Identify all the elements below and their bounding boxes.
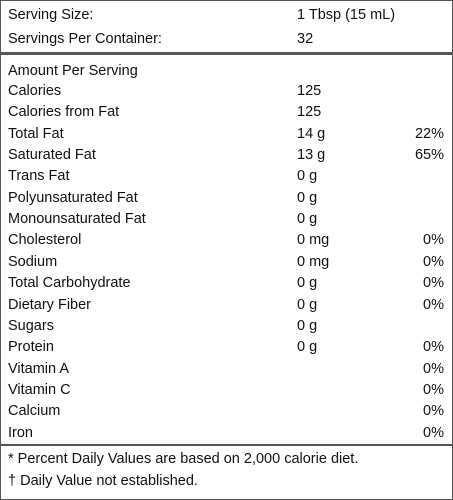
- daily-value: 65%: [414, 147, 444, 164]
- nutrient-label: Monounsaturated Fat: [8, 211, 146, 228]
- nutrient-label: Total Fat: [8, 125, 64, 142]
- daily-value: 0%: [423, 296, 444, 313]
- nutrient-amount: 0 g: [297, 317, 318, 334]
- nutrient-label: Dietary Fiber: [8, 296, 91, 313]
- nutrient-label: Vitamin C: [8, 381, 71, 398]
- daily-value: 0%: [423, 403, 444, 420]
- daily-value: 0%: [423, 360, 444, 377]
- nutrient-label: Vitamin A: [8, 360, 69, 377]
- daily-value: 0%: [423, 339, 444, 356]
- nutrient-label: Polyunsaturated Fat: [8, 189, 138, 206]
- nutrient-label: Trans Fat: [8, 168, 70, 185]
- daily-value: 0%: [423, 381, 444, 398]
- nutrient-amount: 0 mg: [297, 232, 330, 249]
- nutrient-amount: 0 g: [297, 189, 318, 206]
- nutrient-amount: 125: [297, 83, 322, 99]
- nutrient-amount: 0 g: [297, 339, 318, 356]
- nutrient-amount: 0 g: [297, 168, 318, 185]
- nutrient-label: Cholesterol: [8, 232, 82, 249]
- nutrient-label: Saturated Fat: [8, 147, 96, 164]
- section-heading: Amount Per Serving: [8, 63, 138, 79]
- daily-value: 22%: [414, 125, 444, 142]
- nutrient-label: Sugars: [8, 317, 54, 334]
- nutrient-amount: 13 g: [297, 147, 326, 164]
- daily-value: 0%: [423, 424, 444, 441]
- daily-value: 0%: [423, 275, 444, 292]
- nutrient-amount: 0 g: [297, 275, 318, 292]
- daily-value: 0%: [423, 253, 444, 270]
- divider: [1, 444, 452, 446]
- nutrient-amount: 0 g: [297, 296, 318, 313]
- nutrient-label: Sodium: [8, 253, 58, 270]
- daily-value: 0%: [423, 232, 444, 249]
- nutrient-label: Calories from Fat: [8, 104, 120, 121]
- serving-value: 32: [297, 31, 314, 47]
- nutrient-amount: 125: [297, 104, 322, 121]
- nutrient-label: Calcium: [8, 403, 61, 420]
- nutrient-label: Iron: [8, 424, 33, 441]
- nutrient-label: Calories: [8, 83, 62, 99]
- nutrient-amount: 0 g: [297, 211, 318, 228]
- footnote: † Daily Value not established.: [8, 473, 198, 489]
- divider: [1, 52, 452, 55]
- nutrient-label: Protein: [8, 339, 54, 356]
- nutrient-label: Total Carbohydrate: [8, 275, 131, 292]
- serving-value: 1 Tbsp (15 mL): [297, 7, 396, 23]
- footnote: * Percent Daily Values are based on 2,00…: [8, 451, 359, 467]
- nutrient-amount: 14 g: [297, 125, 326, 142]
- serving-label: Servings Per Container:: [8, 31, 162, 47]
- serving-label: Serving Size:: [8, 7, 94, 23]
- nutrient-amount: 0 mg: [297, 253, 330, 270]
